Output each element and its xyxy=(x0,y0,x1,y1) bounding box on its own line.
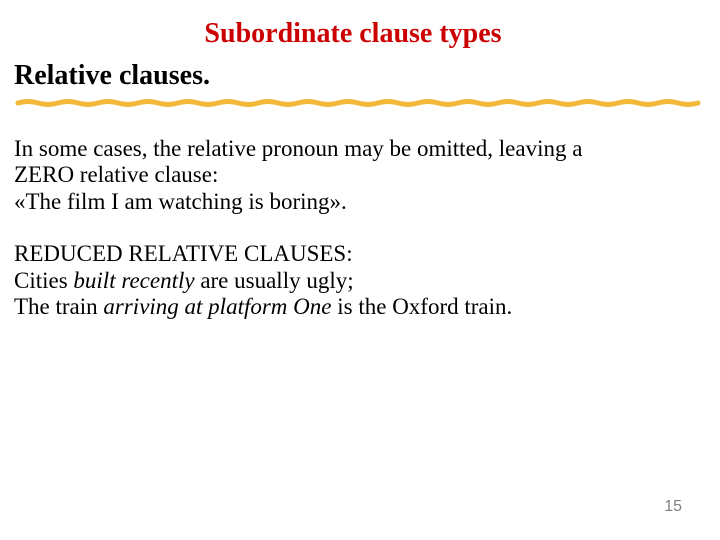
page-number: 15 xyxy=(664,498,682,516)
wavy-underline-icon xyxy=(14,94,704,112)
text-segment: are usually ugly; xyxy=(195,268,354,293)
text-segment: Cities xyxy=(14,268,73,293)
text-line: In some cases, the relative pronoun may … xyxy=(14,136,582,161)
text-line: REDUCED RELATIVE CLAUSES: xyxy=(14,241,353,266)
text-line: ZERO relative clause: xyxy=(14,162,218,187)
paragraph: REDUCED RELATIVE CLAUSES:Cities built re… xyxy=(14,241,692,320)
text-segment: built recently xyxy=(73,268,194,293)
slide-container: Subordinate clause types Relative clause… xyxy=(0,0,720,540)
text-segment: arriving at platform One xyxy=(103,294,331,319)
slide-subtitle: Relative clauses. xyxy=(14,60,692,92)
slide-title: Subordinate clause types xyxy=(14,18,692,50)
text-segment: The train xyxy=(14,294,103,319)
text-line: «The film I am watching is boring». xyxy=(14,189,347,214)
decorative-underline xyxy=(14,98,692,118)
text-segment: is the Oxford train. xyxy=(332,294,513,319)
paragraph: In some cases, the relative pronoun may … xyxy=(14,136,692,215)
body-content: In some cases, the relative pronoun may … xyxy=(14,136,692,321)
